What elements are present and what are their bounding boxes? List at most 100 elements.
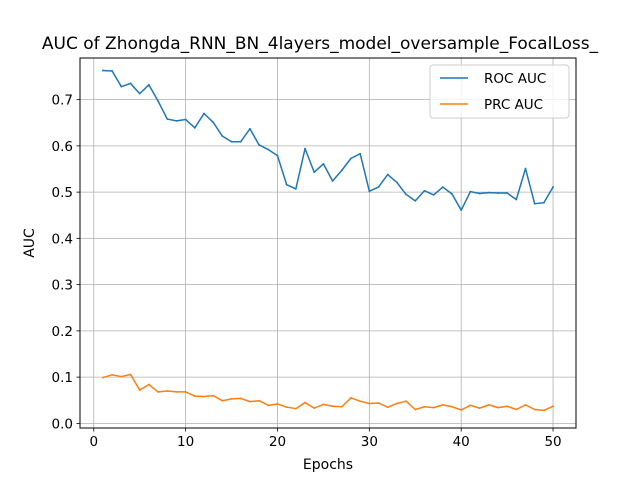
y-tick-label: 0.7 [52,93,73,109]
prc-auc-point [294,407,297,410]
prc-auc-point [304,401,306,404]
prc-auc-point [395,402,398,405]
prc-auc-point [533,408,536,411]
roc-auc-point [193,126,196,129]
roc-auc-point [230,140,233,143]
roc-auc-point [147,83,150,86]
roc-auc-point [515,198,518,201]
y-axis-label: AUC [22,228,38,258]
y-tick-label: 0.2 [52,324,73,340]
prc-auc-point [313,407,316,410]
x-tick-label: 40 [453,434,470,450]
prc-auc-point [405,400,407,403]
prc-auc-point [111,373,114,376]
prc-auc-point [469,404,472,407]
roc-auc-point [432,194,435,196]
prc-auc-point [524,403,527,406]
x-tick-label: 50 [544,434,561,450]
roc-auc-point [368,190,371,193]
roc-auc-point [239,140,242,143]
prc-auc-point [193,395,196,397]
prc-auc-point [506,405,509,408]
roc-auc-point [451,193,453,195]
roc-auc-point [129,82,132,85]
roc-auc-point [313,171,316,174]
x-tick-label: 0 [89,434,98,450]
prc-auc-point [377,402,380,404]
roc-auc-point [423,189,426,192]
x-axis-label: Epochs [303,457,353,473]
roc-auc-point [212,121,215,124]
roc-auc-point [350,157,352,160]
grid [80,58,576,428]
prc-auc-point [423,405,426,408]
prc-auc-line [102,373,555,412]
prc-auc-point [552,405,554,408]
prc-auc-point [368,402,371,405]
prc-auc-point [276,403,279,405]
chart-title: AUC of Zhongda_RNN_BN_4layers_model_over… [42,34,599,54]
roc-auc-point [340,169,343,172]
y-tick-label: 0.0 [52,416,73,432]
prc-auc-point [542,409,545,412]
roc-auc-point [395,181,398,184]
roc-auc-point [138,92,141,95]
axis-ticks: 0 10 20 30 40 50 0.0 0.1 0.2 0.3 0.4 0.5 0.6 0.7 [52,93,562,450]
roc-auc-point [469,190,472,193]
prc-auc-point [129,373,132,376]
prc-auc-point [230,397,233,400]
roc-auc-point [478,192,481,195]
roc-auc-point [497,192,499,194]
roc-auc-line [102,69,555,211]
roc-auc-point [285,183,288,186]
prc-auc-point [267,404,270,407]
x-tick-label: 10 [177,434,194,450]
roc-auc-point [405,193,407,196]
roc-auc-point [221,135,224,138]
prc-auc-point [138,389,141,391]
roc-auc-point [506,192,509,194]
prc-auc-point [414,408,417,411]
prc-auc-point [497,406,499,409]
roc-auc-point [267,148,270,151]
roc-auc-point [386,173,389,176]
prc-auc-point [359,400,362,403]
prc-auc-point [340,405,343,408]
roc-auc-point [331,180,334,182]
prc-auc-point [350,397,352,399]
x-tick-label: 20 [269,434,286,450]
prc-auc-point [451,405,453,408]
roc-auc-point [157,100,159,102]
roc-auc-point [102,69,104,72]
prc-auc-point [147,383,150,386]
prc-auc-point [331,405,334,408]
roc-auc-point [533,202,536,205]
y-tick-label: 0.1 [52,370,73,386]
data-lines [102,69,555,412]
prc-auc-point [203,395,205,398]
roc-auc-point [258,144,261,146]
prc-auc-point [441,403,444,406]
prc-auc-point [157,391,159,393]
prc-auc-point [120,375,123,378]
roc-auc-point [377,186,380,188]
prc-auc-point [166,390,169,392]
roc-auc-point [524,167,527,170]
prc-auc-point [258,399,261,402]
roc-auc-point [487,191,490,194]
x-tick-label: 30 [361,434,378,450]
roc-auc-point [294,187,297,190]
roc-auc-point [175,120,178,122]
roc-auc-point [203,112,205,115]
roc-auc-point [120,85,123,88]
roc-auc-point [460,209,463,212]
roc-auc-point [441,186,444,188]
roc-auc-legend-label: ROC AUC [484,71,546,87]
roc-auc-point [322,163,325,165]
roc-auc-point [184,118,187,121]
prc-auc-point [478,407,481,410]
roc-auc-series [102,69,555,212]
prc-auc-point [487,403,490,406]
prc-auc-point [515,408,518,411]
prc-auc-point [212,394,215,397]
